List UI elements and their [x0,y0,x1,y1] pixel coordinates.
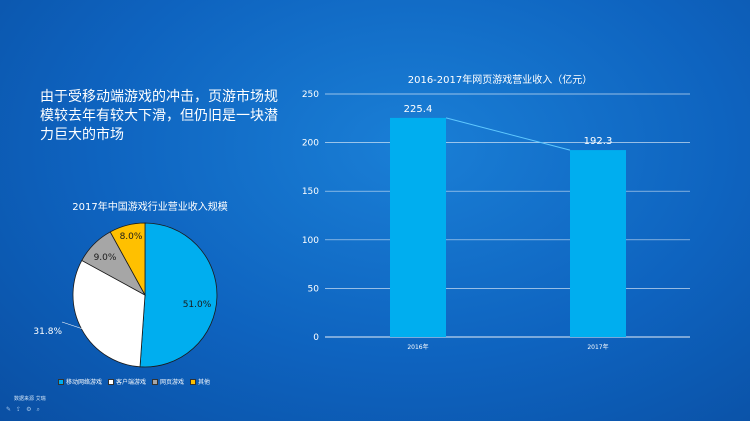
pen-icon[interactable]: ✎ [6,406,12,413]
settings-icon[interactable]: ⚙ [26,406,32,413]
pie-data-label-1: 31.8% [33,327,62,337]
legend-swatch-client [108,378,115,385]
bar-0 [390,117,446,338]
data-source-note: 数据来源 艾瑞 [14,396,46,402]
x-tick-label-1: 2017年 [587,343,608,351]
pie-slice-0 [139,222,218,368]
legend-swatch-mobile [58,378,64,385]
legend-swatch-web [152,378,159,385]
y-tick-label-2: 100 [302,236,319,246]
bar-data-label-0: 225.4 [404,104,433,115]
pie-chart-title: 2017年中国游戏行业营业收入规模 [72,202,228,213]
trend-line [445,117,571,151]
legend-item-web: 网页游戏 [152,377,184,386]
legend-item-client: 客户端游戏 [108,377,146,386]
headline-text: 由于受移动端游戏的冲击，页游市场规模较去年有较大下滑，但仍旧是一块潜力巨大的市场 [40,89,278,143]
y-tick-label-1: 50 [308,284,320,294]
pie-slice-1 [72,259,146,368]
legend-swatch-other [190,378,197,385]
y-tick-label-0: 0 [313,333,319,343]
legend-label-web: 网页游戏 [160,379,185,386]
x-tick-label-0: 2016年 [407,343,428,351]
pie-data-label-0: 51.0% [183,300,212,310]
legend-item-other: 其他 [190,377,210,386]
share-icon[interactable]: ⇪ [16,406,22,413]
zoom-icon[interactable]: ⌕ [36,406,40,413]
legend-label-other: 其他 [198,379,211,386]
bar-chart-title: 2016-2017年网页游戏营业收入（亿元） [407,75,593,86]
y-tick-label-3: 150 [302,187,319,197]
pie-leader-line-1 [61,321,87,331]
slide-toolbar: ✎ ⇪ ⚙ ⌕ [6,406,40,414]
pie-data-label-2: 9.0% [94,253,117,263]
pie-legend: 移动网络游戏 客户端游戏 网页游戏 其他 [58,377,278,386]
pie-slice-3 [109,222,146,296]
legend-item-mobile: 移动网络游戏 [58,377,102,386]
bar-1 [570,150,626,337]
y-tick-label-5: 250 [302,90,319,100]
legend-label-client: 客户端游戏 [116,379,147,386]
legend-label-mobile: 移动网络游戏 [66,379,103,386]
y-tick-label-4: 200 [302,139,319,149]
bar-data-label-1: 192.3 [584,136,613,147]
pie-data-label-3: 8.0% [120,232,143,242]
